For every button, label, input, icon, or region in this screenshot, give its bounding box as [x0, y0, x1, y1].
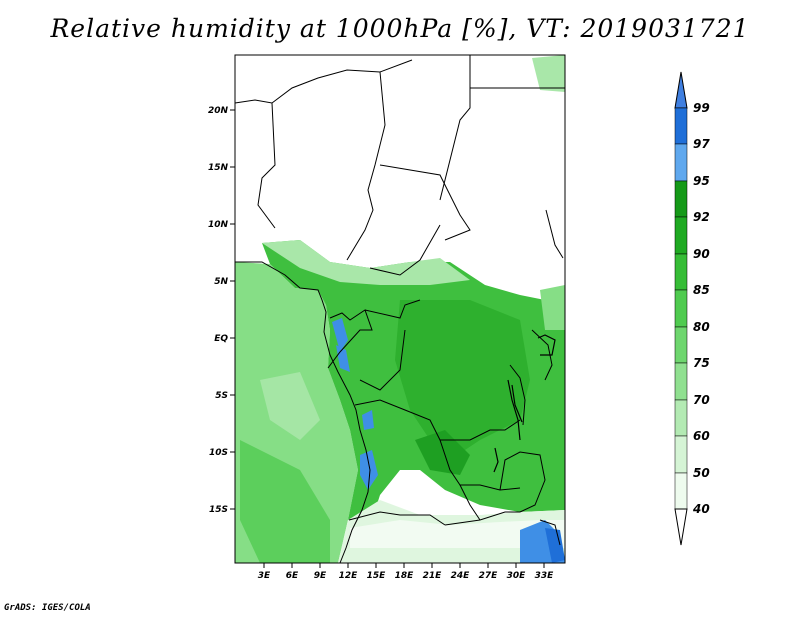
colorbar-label: 70	[693, 393, 710, 407]
colorbar-label: 50	[693, 466, 710, 480]
colorbar-bottom-triangle	[674, 508, 688, 546]
colorbar-segment	[674, 216, 688, 255]
colorbar-segment	[674, 399, 688, 437]
coastline	[235, 261, 371, 564]
map-title: Relative humidity at 1000hPa [%], VT: 20…	[50, 14, 750, 43]
lat-label: 15N	[208, 163, 229, 173]
lat-label: 20N	[208, 106, 229, 116]
colorbar-labels: 99 97 95 92 90 85 80 75 70 60 50 40	[692, 101, 710, 516]
lat-label: 10S	[209, 448, 228, 458]
lon-label: 12E	[339, 571, 359, 581]
colorbar-segment	[674, 180, 688, 218]
colorbar-label: 99	[693, 101, 710, 115]
colorbar-label: 75	[693, 356, 710, 370]
latitude-ticks	[230, 109, 235, 510]
lon-label: 27E	[479, 571, 499, 581]
colorbar-segment	[674, 326, 688, 364]
lat-label: 5N	[214, 277, 228, 287]
colorbar-label: 40	[692, 502, 710, 516]
colorbar	[674, 71, 688, 546]
colorbar-label: 92	[693, 210, 710, 224]
lon-label: 3E	[258, 571, 271, 581]
lon-label: 24E	[451, 571, 471, 581]
grads-credit: GrADS: IGES/COLA	[4, 603, 91, 613]
lat-label: 5S	[215, 391, 228, 401]
colorbar-segment	[674, 253, 688, 291]
colorbar-label: 85	[693, 283, 710, 297]
lon-label: 18E	[395, 571, 415, 581]
colorbar-segment	[674, 289, 688, 328]
lon-label: 6E	[286, 571, 299, 581]
lon-label: 21E	[423, 571, 443, 581]
latitude-labels: 20N 15N 10N 5N EQ 5S 10S 15S	[208, 106, 229, 515]
country-borders	[234, 55, 565, 546]
lat-label: 10N	[208, 220, 229, 230]
humidity-field	[235, 55, 565, 563]
longitude-ticks	[263, 563, 545, 568]
colorbar-top-triangle	[674, 71, 688, 109]
lon-label: 9E	[314, 571, 327, 581]
colorbar-segment	[674, 143, 688, 182]
map-frame	[234, 54, 566, 564]
lon-label: 30E	[507, 571, 527, 581]
colorbar-segment	[674, 362, 688, 401]
colorbar-segment	[674, 472, 688, 510]
colorbar-segment	[674, 107, 688, 145]
lat-label: 15S	[209, 505, 228, 515]
colorbar-label: 90	[693, 247, 710, 261]
colorbar-segment	[674, 435, 688, 474]
lake-outlines	[493, 334, 556, 473]
lon-label: 15E	[367, 571, 387, 581]
colorbar-label: 97	[693, 137, 710, 151]
colorbar-label: 60	[693, 429, 710, 443]
longitude-labels: 3E 6E 9E 12E 15E 18E 21E 24E 27E 30E 33E	[258, 571, 554, 581]
lon-label: 33E	[535, 571, 555, 581]
lat-label: EQ	[214, 334, 228, 344]
colorbar-label: 95	[693, 174, 710, 188]
colorbar-label: 80	[693, 320, 710, 334]
